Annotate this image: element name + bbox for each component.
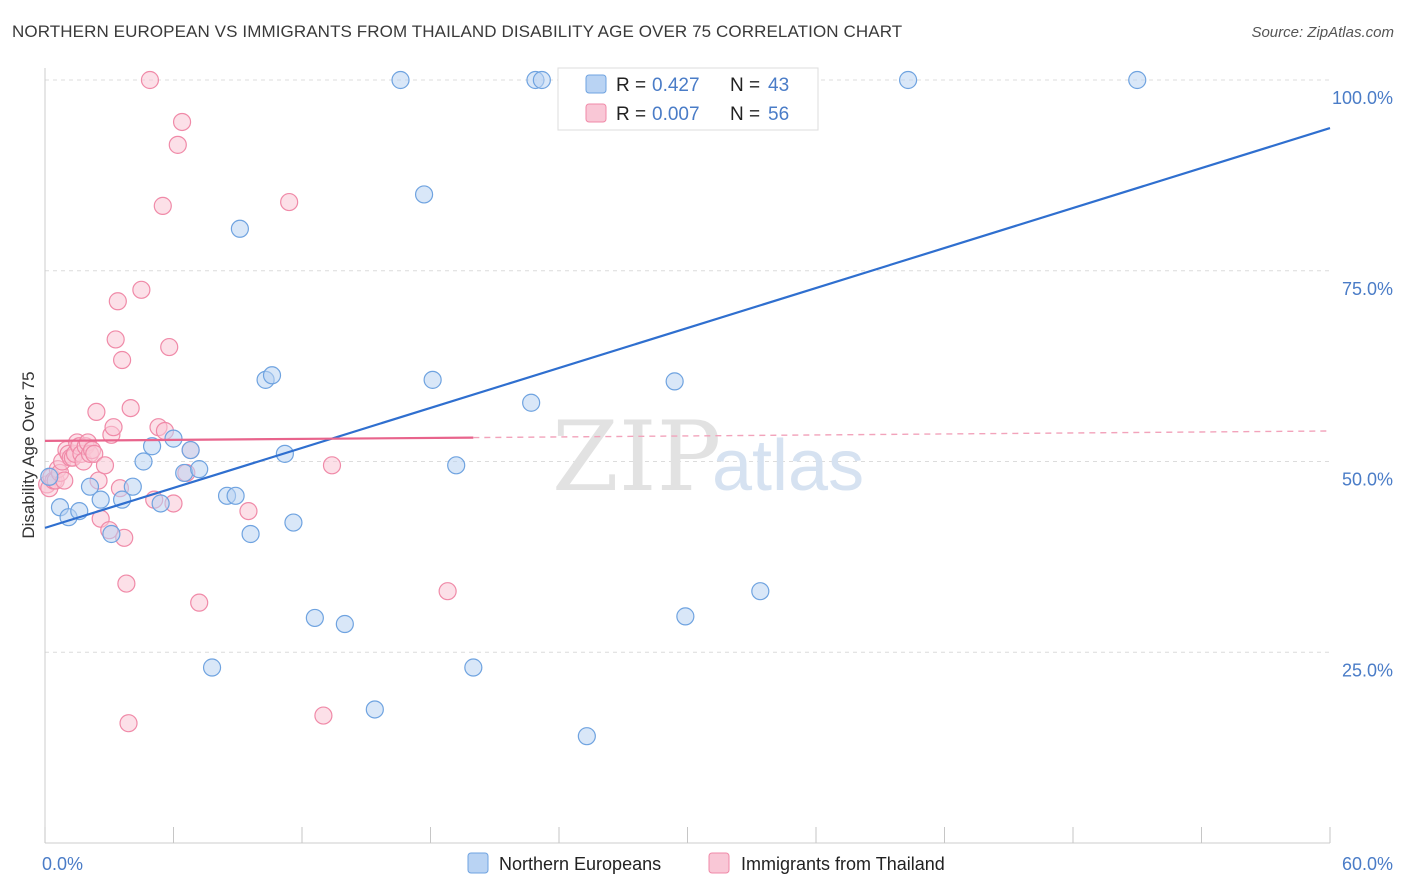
chart-title: NORTHERN EUROPEAN VS IMMIGRANTS FROM THA… <box>12 22 903 41</box>
watermark-atlas: atlas <box>712 426 864 506</box>
point-northern-11 <box>151 494 170 513</box>
point-northern-16 <box>202 658 222 677</box>
point-northern-0 <box>40 467 59 486</box>
point-northern-14 <box>181 440 200 460</box>
point-northern-5 <box>91 490 110 509</box>
bottom-legend-label-thailand: Immigrants from Thailand <box>741 854 945 874</box>
grid-lines <box>45 79 1330 653</box>
point-northern-29 <box>414 185 434 204</box>
point-northern-37 <box>665 372 684 391</box>
y-tick-label-3: 100.0% <box>1332 88 1393 108</box>
point-northern-32 <box>464 658 483 677</box>
point-thailand-30 <box>106 330 125 349</box>
legend-r-label-thailand: R = <box>616 104 646 125</box>
point-thailand-42 <box>153 196 172 215</box>
point-northern-10 <box>142 437 162 456</box>
axes <box>44 68 1331 844</box>
point-thailand-51 <box>239 501 258 521</box>
point-thailand-35 <box>117 574 136 593</box>
x-tick-label-0: 0.0% <box>42 854 83 874</box>
bottom-legend-swatch-northern <box>467 852 489 874</box>
legend-r-label-northern: R = <box>616 75 646 96</box>
point-northern-12 <box>164 429 183 448</box>
point-northern-34 <box>522 393 541 412</box>
point-northern-35 <box>577 727 596 746</box>
point-thailand-47 <box>172 112 192 132</box>
point-thailand-53 <box>314 706 333 725</box>
legend-n-value-thailand: 56 <box>768 104 789 125</box>
point-northern-6 <box>102 524 121 544</box>
y-tick-labels: 25.0% 50.0% 75.0% 100.0% <box>1332 88 1393 680</box>
point-northern-22 <box>262 366 282 385</box>
bottom-legend-swatch-thailand <box>708 852 730 874</box>
point-northern-15 <box>190 460 209 479</box>
trend-line-northern <box>44 127 1331 529</box>
top-legend: R = 0.427 N = 43 R = 0.007 N = 56 <box>557 67 819 131</box>
point-thailand-55 <box>438 582 457 601</box>
point-northern-7 <box>112 490 132 509</box>
point-thailand-23 <box>87 402 106 422</box>
point-northern-20 <box>241 524 260 544</box>
point-thailand-54 <box>322 456 342 475</box>
point-thailand-44 <box>160 337 179 357</box>
legend-n-value-northern: 43 <box>768 75 789 96</box>
y-axis-label: Disability Age Over 75 <box>19 371 38 538</box>
point-northern-42 <box>532 70 551 90</box>
legend-r-value-thailand: 0.007 <box>652 104 700 125</box>
point-northern-9 <box>134 452 153 471</box>
point-thailand-46 <box>168 135 187 154</box>
point-northern-13 <box>175 463 194 483</box>
point-northern-24 <box>284 513 303 532</box>
x-tick-labels: 0.0% 60.0% <box>42 854 1393 874</box>
point-thailand-50 <box>190 593 209 612</box>
point-northern-8 <box>123 477 142 496</box>
point-thailand-8 <box>55 471 74 490</box>
point-northern-38 <box>676 607 695 626</box>
point-thailand-22 <box>85 444 104 463</box>
y-tick-label-2: 75.0% <box>1342 279 1393 299</box>
point-northern-25 <box>305 608 324 628</box>
y-tick-label-0: 25.0% <box>1342 660 1393 680</box>
point-northern-18 <box>226 486 245 505</box>
point-northern-28 <box>391 70 410 90</box>
bottom-legend: Northern Europeans Immigrants from Thail… <box>467 852 945 874</box>
watermark-zip: ZIP <box>552 401 721 513</box>
data-points <box>38 70 1147 746</box>
point-northern-31 <box>447 456 466 475</box>
legend-n-label-northern: N = <box>730 75 760 96</box>
point-thailand-33 <box>112 350 132 370</box>
point-thailand-29 <box>104 418 123 437</box>
point-northern-26 <box>335 614 354 634</box>
point-northern-4 <box>80 477 100 496</box>
point-northern-39 <box>751 582 770 601</box>
point-thailand-38 <box>132 280 151 299</box>
legend-swatch-thailand <box>585 103 607 123</box>
point-thailand-39 <box>140 70 160 90</box>
legend-r-value-northern: 0.427 <box>652 75 700 96</box>
bottom-legend-label-northern: Northern Europeans <box>499 854 661 874</box>
trend-line-thailand <box>44 436 474 442</box>
x-tick-label-1: 60.0% <box>1342 854 1393 874</box>
chart-source: Source: ZipAtlas.com <box>1251 24 1394 41</box>
trend-lines <box>44 127 1331 529</box>
point-thailand-37 <box>121 398 140 418</box>
watermark: ZIP atlas <box>552 401 864 513</box>
point-thailand-26 <box>95 456 115 475</box>
y-tick-label-1: 50.0% <box>1342 470 1393 490</box>
point-thailand-52 <box>280 192 299 212</box>
point-northern-19 <box>230 219 249 238</box>
point-northern-30 <box>423 370 442 389</box>
point-northern-41 <box>1128 70 1147 90</box>
point-thailand-31 <box>108 292 127 311</box>
point-northern-40 <box>898 70 918 90</box>
legend-n-label-thailand: N = <box>730 104 760 125</box>
point-thailand-36 <box>119 714 138 733</box>
legend-swatch-northern <box>585 74 607 94</box>
point-northern-27 <box>365 700 384 719</box>
